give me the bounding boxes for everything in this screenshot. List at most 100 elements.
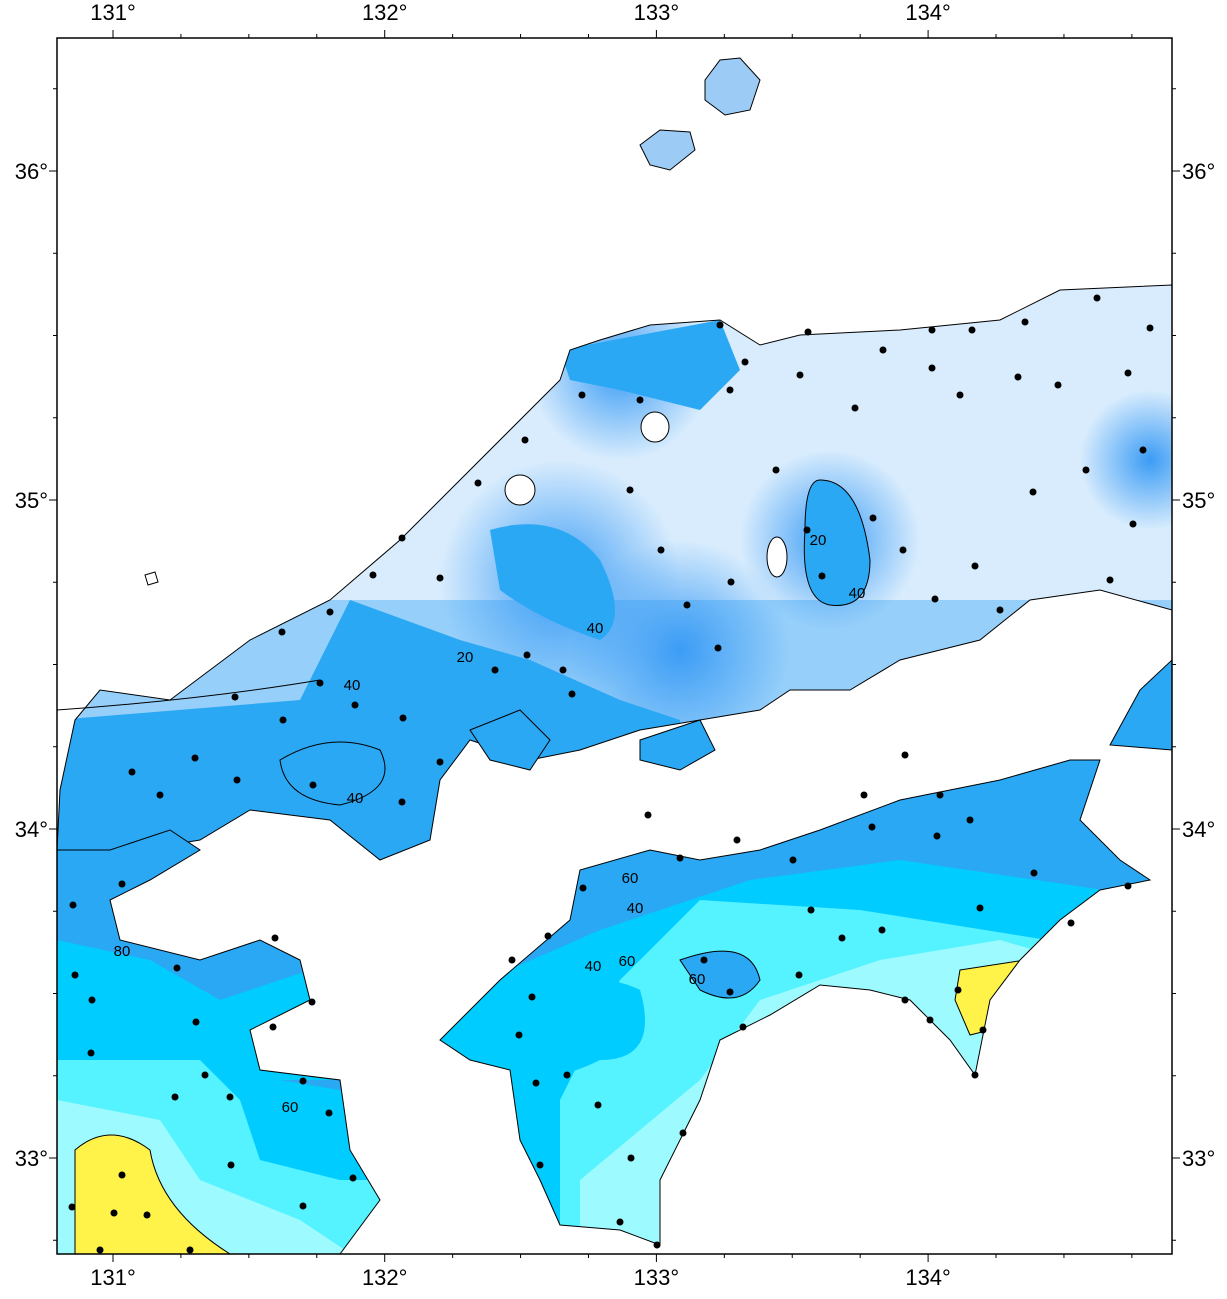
station	[88, 996, 96, 1004]
lon-label: 133°	[634, 0, 680, 25]
station	[851, 404, 859, 412]
station	[627, 1154, 635, 1162]
station	[971, 1071, 979, 1079]
station	[1030, 869, 1038, 877]
station	[879, 346, 887, 354]
station	[727, 578, 735, 586]
contour-label: 20	[810, 532, 827, 549]
station	[804, 328, 812, 336]
station	[795, 971, 803, 979]
lat-label: 33°	[1182, 1146, 1215, 1171]
stations	[68, 294, 1154, 1254]
station	[233, 776, 241, 784]
station	[399, 714, 407, 722]
station	[966, 816, 974, 824]
station	[644, 811, 652, 819]
station	[191, 754, 199, 762]
station	[796, 371, 804, 379]
station	[626, 486, 634, 494]
lat-label: 35°	[15, 488, 48, 513]
station	[716, 321, 724, 329]
station	[110, 1209, 118, 1217]
station	[1129, 520, 1137, 528]
station	[928, 326, 936, 334]
labels: 131° 131° 132° 132° 133° 133° 134° 134° 33° 33° 34…	[15, 0, 1216, 1290]
contour-label: 60	[282, 1099, 299, 1116]
station	[173, 964, 181, 972]
station	[398, 798, 406, 806]
lon-label: 134°	[905, 0, 951, 25]
station	[931, 595, 939, 603]
station	[971, 562, 979, 570]
station	[231, 693, 239, 701]
station	[369, 571, 377, 579]
station	[838, 934, 846, 942]
station	[299, 1202, 307, 1210]
station	[803, 526, 811, 534]
station	[928, 364, 936, 372]
station	[926, 1016, 934, 1024]
contour-label: 40	[344, 677, 361, 694]
station	[739, 1023, 747, 1031]
lon-label: 132°	[362, 1265, 408, 1290]
station	[807, 906, 815, 914]
station	[700, 956, 708, 964]
station	[979, 1026, 987, 1034]
station	[156, 791, 164, 799]
contour-label: 20	[457, 649, 474, 666]
station	[568, 690, 576, 698]
station	[1014, 373, 1022, 381]
lat-label: 34°	[15, 817, 48, 842]
station	[299, 1077, 307, 1085]
lon-label: 133°	[634, 1265, 680, 1290]
station	[523, 651, 531, 659]
station	[901, 996, 909, 1004]
station	[936, 791, 944, 799]
station	[733, 836, 741, 844]
lat-label: 36°	[15, 159, 48, 184]
station	[1106, 576, 1114, 584]
station	[954, 986, 962, 994]
station	[474, 479, 482, 487]
lat-label: 33°	[15, 1146, 48, 1171]
station	[1021, 318, 1029, 326]
station	[679, 1129, 687, 1137]
station	[326, 608, 334, 616]
station	[69, 901, 77, 909]
station	[201, 1071, 209, 1079]
station	[653, 1241, 661, 1249]
station	[1082, 466, 1090, 474]
station	[1124, 882, 1132, 890]
ticks	[49, 30, 1180, 1262]
map-frame	[56, 37, 1173, 1255]
station	[398, 534, 406, 542]
station	[143, 1211, 151, 1219]
station	[1146, 324, 1154, 332]
station	[726, 988, 734, 996]
station	[789, 856, 797, 864]
station	[87, 1049, 95, 1057]
station	[869, 514, 877, 522]
station	[128, 768, 136, 776]
station	[976, 904, 984, 912]
station	[508, 956, 516, 964]
station	[1139, 446, 1147, 454]
station	[968, 326, 976, 334]
station	[515, 1031, 523, 1039]
station	[309, 781, 317, 789]
contour-label: 60	[622, 870, 639, 887]
station	[521, 436, 529, 444]
station	[559, 666, 567, 674]
station	[544, 932, 552, 940]
station	[657, 546, 665, 554]
station	[192, 1018, 200, 1026]
station	[118, 880, 126, 888]
station	[491, 666, 499, 674]
station	[714, 644, 722, 652]
station	[96, 1246, 104, 1254]
contour-label: 40	[585, 958, 602, 975]
contour-label: 40	[587, 620, 604, 637]
station	[860, 791, 868, 799]
station	[436, 574, 444, 582]
station	[532, 1079, 540, 1087]
